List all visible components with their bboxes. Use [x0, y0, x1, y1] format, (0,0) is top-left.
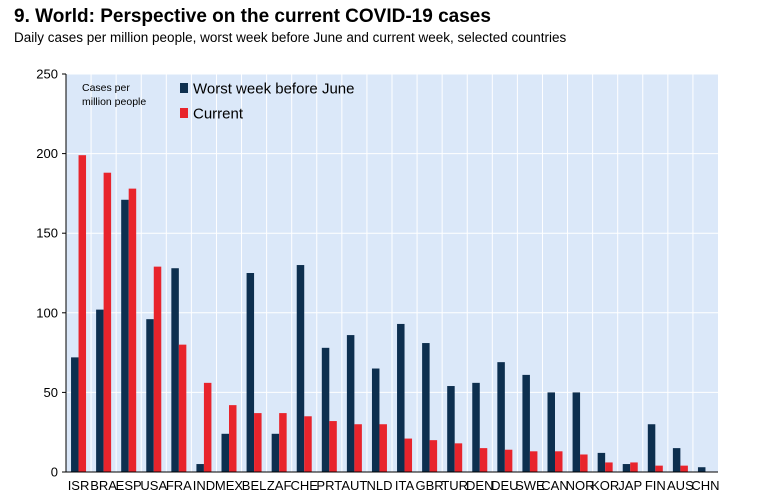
bar-worst-week: [397, 323, 405, 472]
x-tick-label: ESP: [116, 478, 142, 493]
x-tick-label: BEL: [242, 478, 267, 493]
bar-worst-week: [371, 368, 380, 472]
x-tick-label: TUR: [441, 478, 468, 493]
x-tick-label: DEN: [466, 478, 493, 493]
x-tick-label: ITA: [395, 478, 415, 493]
bar-current: [329, 421, 337, 472]
bar-worst-week: [422, 343, 430, 472]
chart-subtitle: Daily cases per million people, worst we…: [14, 30, 567, 45]
bar-worst-week: [246, 273, 255, 472]
y-axis-label: Cases per: [82, 82, 130, 94]
y-tick-label: 200: [36, 146, 58, 161]
bar-current: [630, 462, 638, 472]
y-tick-label: 150: [36, 226, 58, 241]
bar-current: [655, 465, 663, 472]
bar-current: [178, 344, 187, 472]
bar-current: [404, 438, 413, 472]
legend-swatch-worst-week: [180, 83, 188, 93]
bar-current: [304, 416, 312, 472]
x-tick-label: ISR: [68, 478, 90, 493]
x-tick-label: AUT: [341, 478, 367, 493]
bar-current: [203, 382, 212, 472]
y-tick-label: 250: [36, 67, 58, 82]
bar-current: [78, 155, 87, 472]
bar-worst-week: [472, 382, 480, 472]
bar-current: [680, 465, 688, 472]
bar-worst-week: [121, 199, 129, 472]
chart-title: 9. World: Perspective on the current COV…: [14, 6, 491, 27]
x-tick-label: CAN: [541, 478, 568, 493]
bar-worst-week: [572, 392, 581, 472]
legend-label-current: Current: [193, 106, 244, 123]
x-tick-label: GBR: [416, 478, 444, 493]
bar-worst-week: [296, 265, 305, 472]
bar-worst-week: [346, 335, 355, 472]
x-tick-label: AUS: [667, 478, 694, 493]
y-tick-label: 50: [44, 385, 58, 400]
bar-worst-week: [96, 309, 104, 472]
bar-worst-week: [321, 347, 330, 472]
x-tick-label: NLD: [366, 478, 392, 493]
bar-worst-week: [672, 448, 681, 472]
x-tick-label: SWE: [515, 478, 545, 493]
x-tick-label: IND: [193, 478, 215, 493]
bar-current: [605, 462, 613, 472]
x-tick-label: MEX: [215, 478, 244, 493]
bar-current: [555, 451, 563, 472]
x-tick-label: DEU: [491, 478, 518, 493]
bar-current: [103, 172, 112, 473]
x-tick-label: KOR: [591, 478, 619, 493]
bar-worst-week: [271, 433, 280, 472]
bar-current: [229, 405, 237, 472]
bar-worst-week: [146, 319, 154, 472]
x-tick-label: CHN: [691, 478, 719, 493]
bar-worst-week: [622, 464, 631, 472]
bar-current: [128, 188, 137, 472]
y-axis-label: million people: [82, 96, 146, 108]
bar-worst-week: [647, 424, 656, 472]
bar-current: [279, 413, 287, 472]
bar-worst-week: [171, 268, 179, 472]
bar-worst-week: [447, 386, 455, 472]
bar-worst-week: [522, 374, 530, 472]
legend-label-worst-week: Worst week before June: [193, 81, 354, 98]
x-tick-label: PRT: [316, 478, 342, 493]
bar-worst-week: [597, 452, 606, 472]
y-tick-label: 0: [51, 465, 58, 480]
bar-worst-week: [221, 433, 229, 472]
x-tick-label: FIN: [645, 478, 666, 493]
bar-current: [580, 454, 588, 472]
bar-current: [254, 413, 262, 472]
bar-current: [354, 424, 362, 472]
y-tick-label: 100: [36, 305, 58, 320]
x-tick-label: JAP: [618, 478, 642, 493]
legend-swatch-current: [180, 108, 188, 118]
x-tick-label: USA: [140, 478, 167, 493]
x-tick-label: CHE: [291, 478, 319, 493]
x-tick-label: NOR: [566, 478, 595, 493]
bar-worst-week: [196, 464, 204, 472]
bar-current: [504, 449, 513, 472]
bar-worst-week: [547, 392, 555, 472]
bar-worst-week: [71, 357, 79, 472]
bar-current: [429, 440, 438, 472]
x-tick-label: FRA: [166, 478, 192, 493]
bar-worst-week: [497, 362, 505, 472]
bar-worst-week: [697, 467, 706, 472]
bar-current: [454, 443, 463, 472]
bar-current: [479, 448, 488, 472]
bar-current: [529, 451, 538, 472]
bar-current: [379, 424, 387, 472]
x-tick-label: ZAF: [267, 478, 292, 493]
bar-current: [153, 266, 162, 472]
x-tick-label: BRA: [90, 478, 117, 493]
